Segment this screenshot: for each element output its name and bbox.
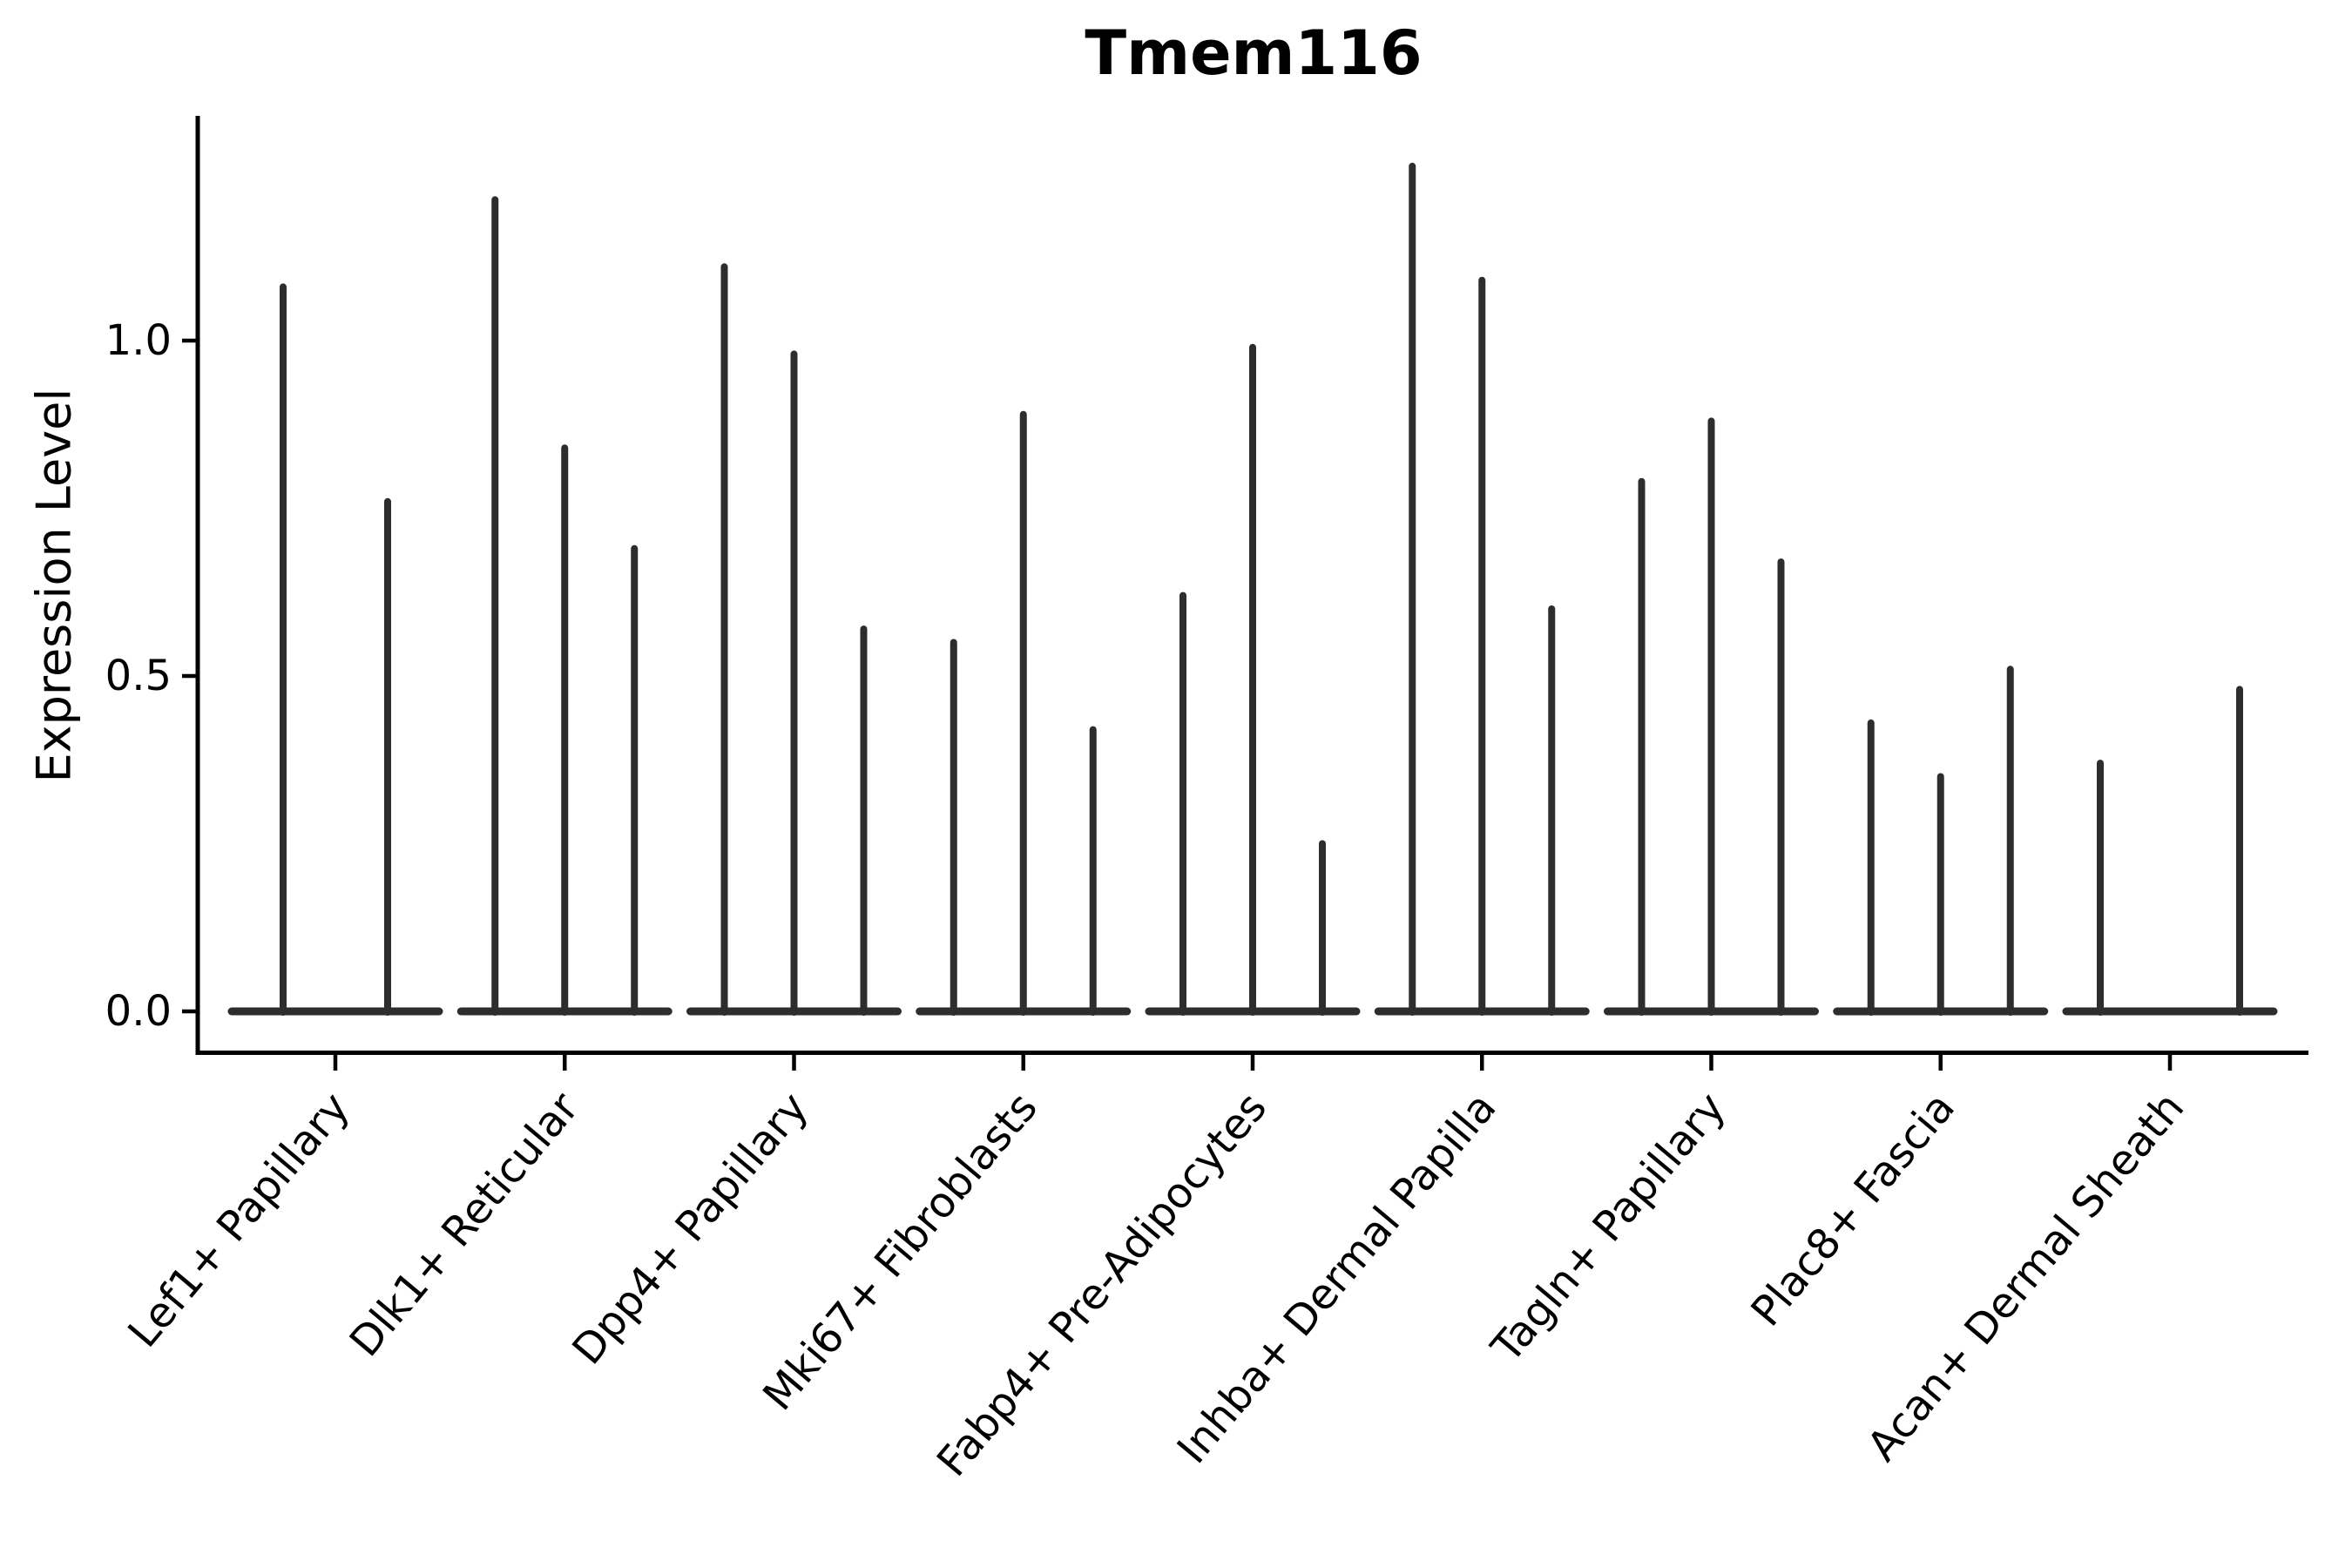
y-tick-label: 0.5 <box>105 652 172 700</box>
x-tick-label: Dlk1+ Reticular <box>341 1084 589 1366</box>
x-tick-label: Tagln+ Papillary <box>1482 1084 1735 1372</box>
chart-title: Tmem116 <box>1085 17 1423 89</box>
y-tick-label: 0.0 <box>105 987 172 1036</box>
x-tick-label: Lef1+ Papillary <box>118 1084 359 1357</box>
x-tick-label: Dpp4+ Papillary <box>563 1084 817 1374</box>
y-tick-label: 1.0 <box>105 316 172 365</box>
x-tick-label: Plac8+ Fascia <box>1741 1084 1964 1335</box>
